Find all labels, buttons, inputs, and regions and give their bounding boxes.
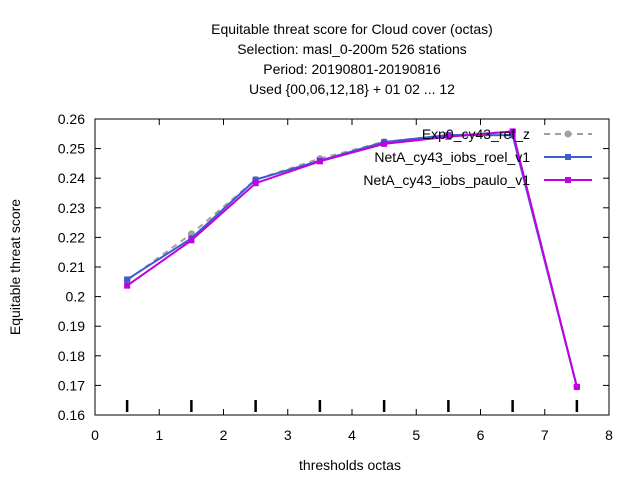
x-tick-label: 3 [284, 427, 292, 443]
x-tick-label: 6 [477, 427, 485, 443]
x-tick-label: 5 [412, 427, 420, 443]
y-tick-label: 0.16 [58, 407, 85, 423]
data-point [381, 140, 388, 147]
series-2 [124, 131, 580, 390]
y-tick-label: 0.19 [58, 318, 85, 334]
x-axis-label: thresholds octas [299, 457, 401, 473]
y-axis: 0.16 0.17 0.18 0.19 0.2 0.21 0.22 0.23 0.24 0.25 0… [58, 111, 609, 423]
title-line-4: Used {00,06,12,18} + 01 02 ... 12 [249, 81, 455, 97]
data-point [252, 180, 259, 187]
data-point [316, 158, 323, 165]
legend-label: NetA_cy43_iobs_paulo_v1 [363, 172, 530, 188]
y-tick-label: 0.25 [58, 141, 85, 157]
plot-frame [94, 118, 610, 416]
data-point [252, 176, 259, 183]
data-point [509, 128, 516, 135]
x-tick-label: 8 [605, 427, 613, 443]
y-tick-label: 0.17 [58, 377, 85, 393]
data-point [445, 133, 452, 140]
legend-marker [564, 130, 572, 138]
data-point [573, 383, 580, 390]
series-layer [123, 128, 581, 391]
x-tick-label: 2 [220, 427, 228, 443]
y-tick-label: 0.18 [58, 348, 85, 364]
title-line-3: Period: 20190801-20190816 [263, 61, 441, 77]
x-tick-label: 1 [155, 427, 163, 443]
x-tick-label: 7 [541, 427, 549, 443]
title-line-1: Equitable threat score for Cloud cover (… [211, 21, 493, 37]
y-tick-label: 0.24 [58, 170, 85, 186]
series-line [126, 130, 578, 388]
y-tick-label: 0.21 [58, 259, 85, 275]
x-axis: 0 1 2 3 4 5 6 7 8 [91, 119, 613, 443]
y-tick-label: 0.2 [66, 289, 86, 305]
series-line [126, 130, 578, 388]
x-tick-label: 4 [348, 427, 356, 443]
data-point [124, 276, 131, 283]
data-point [188, 237, 195, 244]
title-line-2: Selection: masl_0-200m 526 stations [237, 41, 467, 57]
legend: Exp0_cy43_ref_z NetA_cy43_iobs_roel_v1 Net… [363, 126, 592, 188]
y-tick-label: 0.23 [58, 200, 85, 216]
y-tick-label: 0.26 [58, 111, 85, 127]
legend-marker [565, 177, 571, 183]
chart-title: Equitable threat score for Cloud cover (… [211, 21, 493, 97]
legend-label: Exp0_cy43_ref_z [422, 126, 530, 142]
legend-label: NetA_cy43_iobs_roel_v1 [374, 149, 530, 165]
threshold-marks [125, 400, 579, 412]
y-tick-label: 0.22 [58, 229, 85, 245]
series-line [126, 133, 578, 388]
series-3 [124, 128, 580, 390]
legend-marker [565, 154, 571, 160]
y-axis-label: Equitable threat score [7, 199, 23, 335]
x-tick-label: 0 [91, 427, 99, 443]
series-1 [123, 128, 581, 391]
data-point [124, 282, 131, 289]
